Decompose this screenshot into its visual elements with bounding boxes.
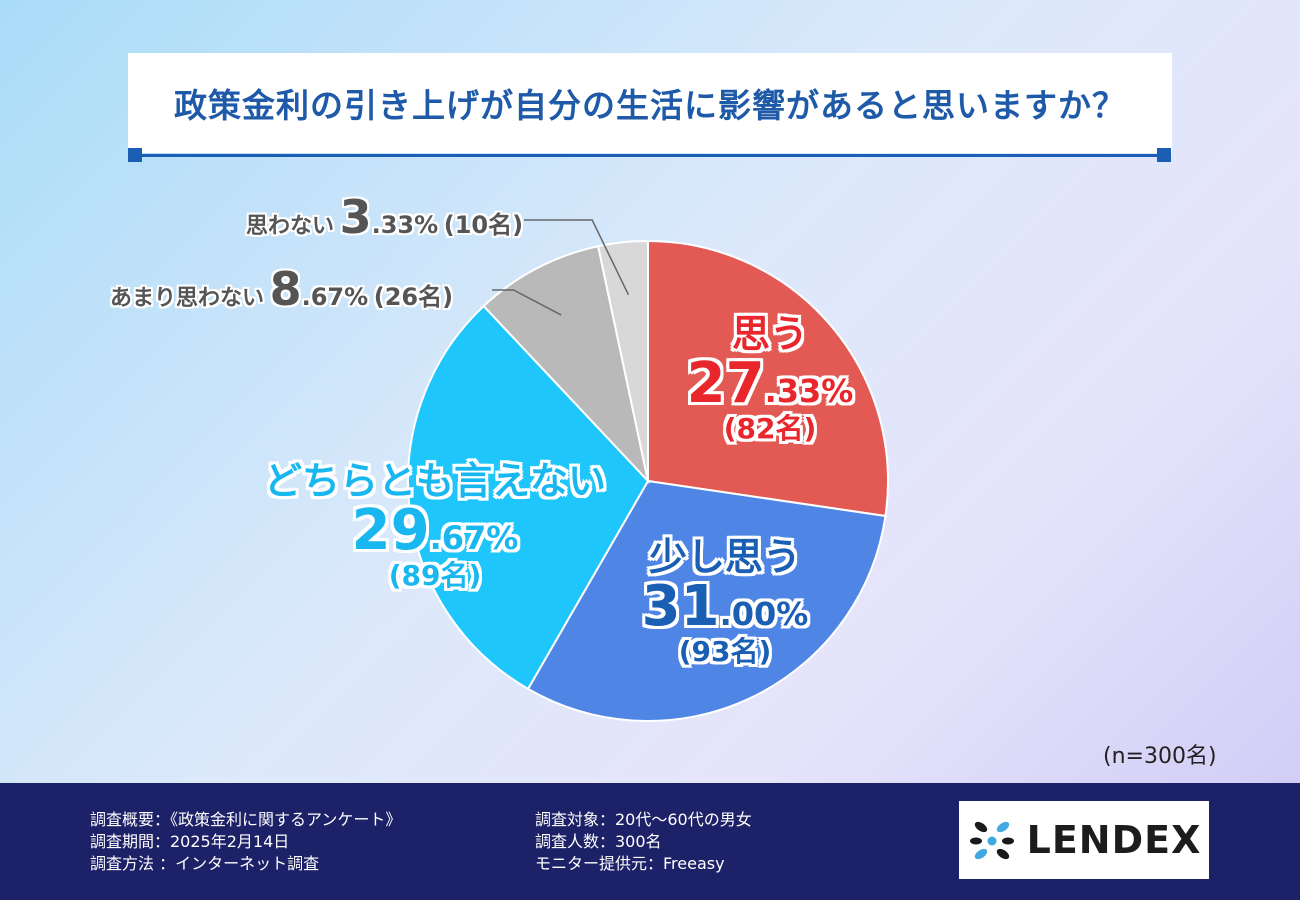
slice-dochira xyxy=(407,304,650,691)
sample-size-note: (n=300名) xyxy=(1103,744,1217,769)
lendex-logo-icon xyxy=(969,821,1014,860)
slice-omou xyxy=(647,239,889,518)
label-omou: 思う 27.33% (82名) xyxy=(660,312,880,445)
leader-omowanai xyxy=(524,219,630,296)
label-omowanai: 思わない 3.33% (10名) xyxy=(246,190,523,244)
label-omou-int: 27 xyxy=(686,350,765,416)
label-dochira-name: どちらとも言えない xyxy=(263,459,606,503)
label-dochira-dec: .67% xyxy=(429,518,519,557)
label-sukoshi-name: 少し思う xyxy=(648,535,801,579)
footer-survey-target: 調査対象：20代〜60代の男女 xyxy=(535,810,752,829)
lendex-logo: LENDEX xyxy=(959,801,1209,879)
label-omou-dec: .33% xyxy=(764,371,854,410)
label-amari-count: (26名) xyxy=(373,283,454,311)
footer-survey-method: 調査方法 ：インターネット調査 xyxy=(90,854,320,873)
title-box: 政策金利の引き上げが自分の生活に影響があると思いますか？ xyxy=(128,53,1172,153)
slice-amari xyxy=(482,245,650,485)
footer-survey-count: 調査人数：300名 xyxy=(535,832,662,851)
label-dochira-count: (89名) xyxy=(388,558,482,592)
underline-cap-left xyxy=(128,148,142,162)
label-sukoshi-count: (93名) xyxy=(678,634,772,668)
label-amari: あまり思わない 8.67% (26名) xyxy=(110,262,453,316)
label-amari-int: 8 xyxy=(269,262,302,316)
footer-survey-overview: 調査概要：《政策金利に関するアンケート》 xyxy=(90,810,402,829)
label-sukoshi-dec: .00% xyxy=(719,594,809,633)
label-dochira: どちらとも言えない 29.67% (89名) xyxy=(250,459,620,592)
footer: 調査概要：《政策金利に関するアンケート》 調査期間：2025年2月14日 調査方… xyxy=(0,783,1300,900)
label-omou-count: (82名) xyxy=(723,411,817,445)
chart-title: 政策金利の引き上げが自分の生活に影響があると思いますか？ xyxy=(174,86,1126,125)
pie-chart xyxy=(407,219,889,722)
label-amari-name: あまり思わない xyxy=(110,286,265,311)
label-omowanai-int: 3 xyxy=(339,190,372,244)
footer-monitor-provider: モニター提供元：Freeasy xyxy=(535,854,725,873)
footer-right: 調査対象：20代〜60代の男女 調査人数：300名 モニター提供元：Freeas… xyxy=(535,809,752,875)
label-omou-name: 思う xyxy=(731,312,808,356)
title-underline xyxy=(134,154,1164,157)
label-amari-dec: .67% xyxy=(301,283,369,311)
label-omowanai-count: (10名) xyxy=(443,211,524,239)
lendex-logo-text: LENDEX xyxy=(1026,818,1202,862)
footer-survey-period: 調査期間：2025年2月14日 xyxy=(90,832,290,851)
slice-omowanai xyxy=(596,239,649,482)
leader-amari xyxy=(492,289,562,316)
label-dochira-int: 29 xyxy=(351,497,430,563)
footer-left: 調査概要：《政策金利に関するアンケート》 調査期間：2025年2月14日 調査方… xyxy=(90,809,401,875)
label-omowanai-dec: .33% xyxy=(371,211,439,239)
slice-sukoshi-omou xyxy=(526,479,887,722)
label-omowanai-name: 思わない xyxy=(246,214,335,239)
label-sukoshi: 少し思う 31.00% (93名) xyxy=(610,535,840,668)
label-sukoshi-int: 31 xyxy=(641,573,720,639)
underline-cap-right xyxy=(1157,148,1171,162)
